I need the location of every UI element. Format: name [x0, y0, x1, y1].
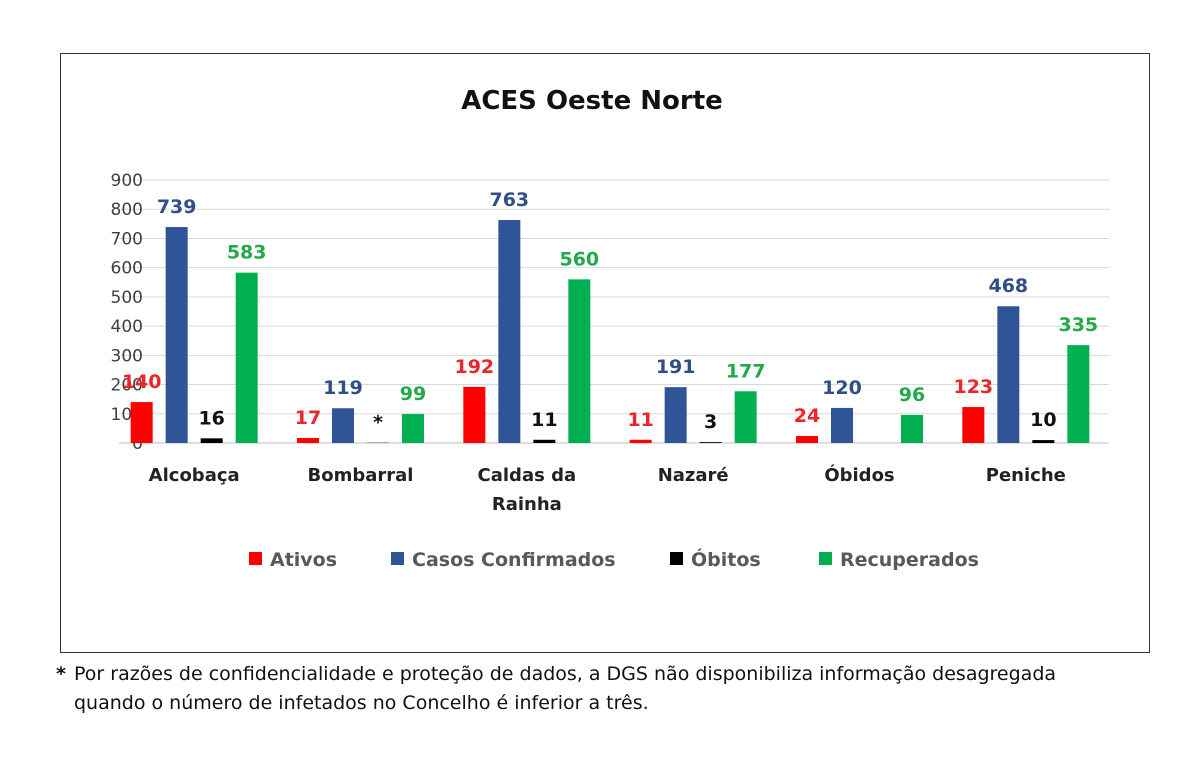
legend-label-recuperados: Recuperados: [840, 549, 979, 571]
bar-casos-confirmados-peniche: [997, 306, 1020, 443]
data-label-ativos-peniche: 123: [953, 376, 993, 398]
bar-recuperados-caldas-da-rainha: [568, 279, 591, 443]
y-tick-label: 900: [111, 171, 143, 191]
bar-obitos-peniche: [1032, 440, 1055, 443]
y-tick-label: 500: [111, 288, 143, 308]
bar-casos-confirmados-obidos: [831, 407, 853, 443]
bar-casos-confirmados-nazare: [664, 387, 687, 443]
data-label-casos-confirmados-nazare: 191: [656, 356, 696, 378]
bar-ativos-alcobaca: [130, 402, 153, 443]
bar-casos-confirmados-bombarral: [332, 408, 354, 443]
data-label-casos-confirmados-alcobaca: 739: [157, 196, 197, 218]
bar-obitos-alcobaca: [200, 438, 223, 443]
bar-casos-confirmados-alcobaca: [165, 227, 188, 443]
x-tick-label-caldas-da-rainha: Caldas da: [478, 465, 577, 486]
data-label-obitos-bombarral: *: [373, 412, 383, 434]
x-tick-label-nazare: Nazaré: [658, 465, 729, 486]
legend-swatch-obitos: [670, 552, 683, 565]
footnote: * Por razões de confidencialidade e prot…: [56, 660, 1166, 718]
bar-casos-confirmados-caldas-da-rainha: [498, 220, 521, 443]
data-label-recuperados-nazare: 177: [726, 360, 766, 382]
data-label-obitos-caldas-da-rainha: 11: [531, 409, 557, 431]
legend-swatch-casos-confirmados: [391, 552, 404, 565]
data-label-casos-confirmados-bombarral: 119: [323, 377, 363, 399]
bar-chart: ACES Oeste Norte010020030040050060070080…: [111, 86, 1109, 571]
data-label-ativos-obidos: 24: [794, 405, 820, 427]
footnote-marker: *: [56, 663, 66, 685]
bar-recuperados-bombarral: [402, 414, 424, 443]
legend-label-casos-confirmados: Casos Confirmados: [412, 549, 616, 571]
data-label-recuperados-caldas-da-rainha: 560: [559, 248, 599, 270]
y-tick-label: 300: [111, 346, 143, 366]
data-label-ativos-caldas-da-rainha: 192: [454, 356, 494, 378]
footnote-line-2: quando o número de infetados no Concelho…: [74, 692, 649, 714]
data-label-obitos-nazare: 3: [704, 411, 717, 433]
y-tick-label: 0: [132, 434, 143, 454]
x-tick-label-caldas-da-rainha: Rainha: [492, 494, 562, 515]
x-tick-label-obidos: Óbidos: [824, 464, 894, 486]
data-label-recuperados-peniche: 335: [1058, 314, 1098, 336]
y-tick-label: 800: [111, 200, 143, 220]
bar-recuperados-peniche: [1067, 345, 1090, 443]
data-label-ativos-alcobaca: 140: [122, 371, 162, 393]
data-label-obitos-peniche: 10: [1030, 409, 1056, 431]
data-label-recuperados-alcobaca: 583: [227, 242, 267, 264]
data-label-casos-confirmados-obidos: 120: [822, 377, 862, 399]
bar-ativos-caldas-da-rainha: [463, 386, 486, 443]
data-label-casos-confirmados-caldas-da-rainha: 763: [489, 189, 529, 211]
bar-ativos-nazare: [629, 439, 652, 443]
chart-title: ACES Oeste Norte: [461, 86, 723, 116]
legend-label-ativos: Ativos: [270, 549, 337, 571]
chart-frame: ACES Oeste Norte 0 100 200 300 400 500 600 700 80…: [60, 53, 1150, 653]
data-label-recuperados-bombarral: 99: [400, 383, 426, 405]
legend-swatch-ativos: [249, 552, 262, 565]
bar-ativos-bombarral: [297, 438, 319, 443]
bar-obitos-nazare: [699, 442, 722, 443]
data-label-obitos-alcobaca: 16: [198, 407, 224, 429]
legend-swatch-recuperados: [819, 552, 832, 565]
y-tick-label: 700: [111, 229, 143, 249]
bar-recuperados-nazare: [734, 391, 757, 443]
data-label-recuperados-obidos: 96: [899, 384, 925, 406]
footnote-line-1: Por razões de confidencialidade e proteç…: [74, 663, 1057, 685]
x-tick-label-peniche: Peniche: [986, 465, 1066, 486]
data-label-ativos-bombarral: 17: [295, 407, 321, 429]
bar-recuperados-alcobaca: [235, 272, 258, 443]
bar-recuperados-obidos: [901, 414, 923, 443]
y-tick-label: 200: [111, 376, 143, 396]
bar-obitos-caldas-da-rainha: [533, 439, 556, 443]
y-tick-label: 400: [111, 317, 143, 337]
bar-ativos-peniche: [962, 407, 985, 443]
y-tick-label: 600: [111, 259, 143, 279]
x-tick-label-bombarral: Bombarral: [308, 465, 414, 486]
legend-label-obitos: Óbitos: [691, 547, 761, 571]
x-tick-label-alcobaca: Alcobaça: [149, 465, 240, 486]
data-label-casos-confirmados-peniche: 468: [988, 275, 1028, 297]
bar-ativos-obidos: [796, 435, 818, 443]
data-label-ativos-nazare: 11: [627, 409, 653, 431]
